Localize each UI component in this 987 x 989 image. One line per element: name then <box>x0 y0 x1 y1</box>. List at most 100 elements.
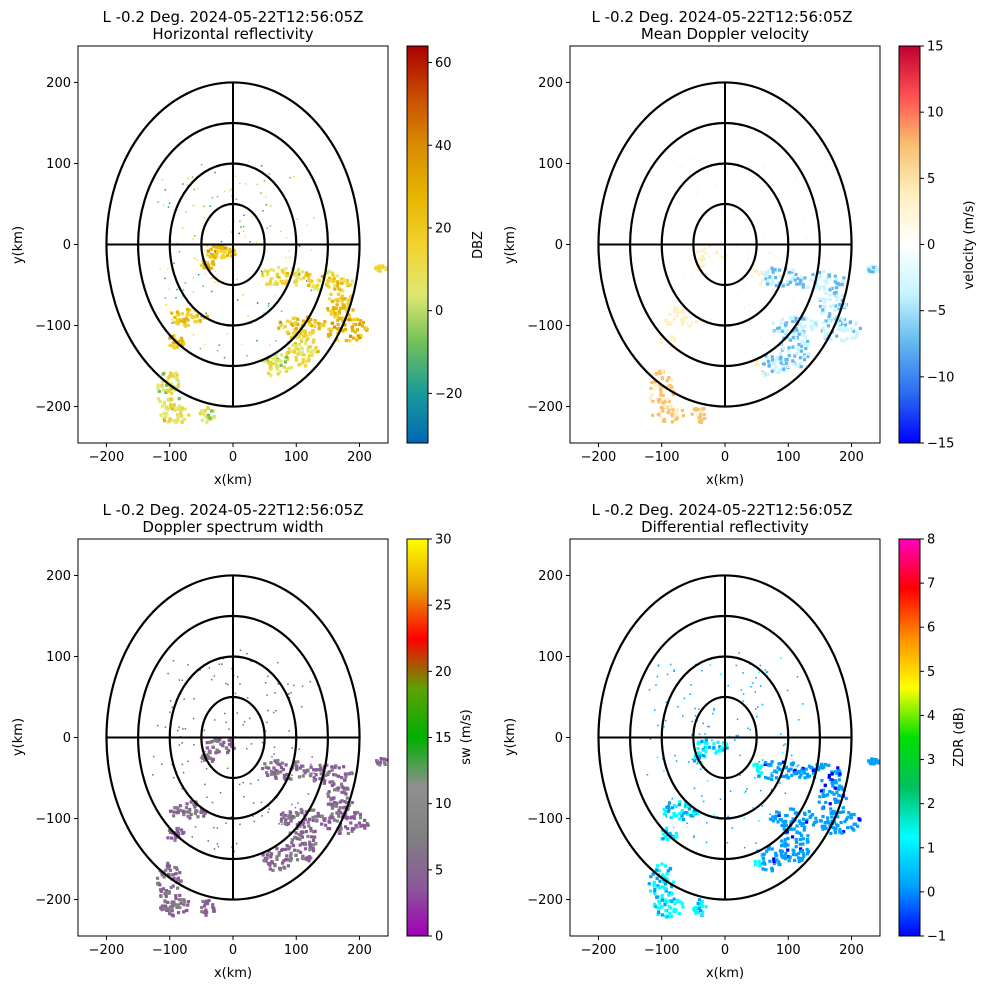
echo-cell <box>668 906 672 910</box>
echo-cell <box>824 826 828 831</box>
colorbar <box>898 45 921 444</box>
echo-cell <box>214 245 218 249</box>
echo-cell <box>656 895 660 899</box>
echo-cell <box>771 358 775 362</box>
echo-cell <box>351 328 355 333</box>
echo-cell <box>342 786 346 790</box>
echo-speck <box>301 685 304 688</box>
echo-cell <box>302 334 306 338</box>
echo-cell <box>309 345 313 349</box>
echo-speck <box>191 307 194 310</box>
echo-speck <box>703 746 706 748</box>
echo-speck <box>305 280 308 282</box>
echo-cell <box>653 890 657 894</box>
echo-cell <box>843 329 847 333</box>
echo-cell <box>833 770 837 774</box>
colorbar-tick-label: −5 <box>927 304 946 319</box>
echo-cell <box>281 270 285 274</box>
echo-cell <box>660 913 664 917</box>
echo-speck <box>243 214 245 216</box>
echo-speck <box>164 277 166 280</box>
echo-cell <box>680 901 684 906</box>
echo-cell <box>795 830 799 834</box>
echo-speck <box>208 667 211 669</box>
echo-cell <box>761 278 765 282</box>
echo-cell <box>294 326 298 331</box>
echo-cell <box>755 768 759 772</box>
echo-speck <box>193 188 195 191</box>
echo-cell <box>176 313 180 317</box>
echo-cell <box>320 274 324 278</box>
echo-cell <box>227 250 232 254</box>
y-tick-label: −100 <box>527 812 563 827</box>
echo-cell <box>346 298 350 302</box>
echo-cell <box>666 914 670 919</box>
echo-cell <box>796 346 800 350</box>
echo-speck <box>298 273 300 276</box>
echo-cell <box>772 368 776 372</box>
echo-cell <box>706 258 710 262</box>
echo-speck <box>754 777 756 779</box>
echo-cell <box>209 247 213 252</box>
echo-speck <box>702 800 705 803</box>
echo-speck <box>791 298 794 300</box>
echo-cell <box>341 316 345 320</box>
echo-cell <box>667 801 672 805</box>
echo-cell <box>870 762 874 766</box>
echo-speck <box>223 356 226 359</box>
echo-cell <box>833 779 837 783</box>
echo-cell <box>670 899 674 903</box>
echo-cell <box>693 908 697 912</box>
echo-cell <box>821 788 826 792</box>
echo-cell <box>835 790 839 795</box>
echo-cell <box>178 893 182 898</box>
echo-cell <box>775 327 780 331</box>
echo-cell <box>677 803 682 807</box>
echo-speck <box>713 709 715 712</box>
echo-speck <box>763 166 765 169</box>
echo-cell <box>775 858 779 862</box>
echo-cell <box>273 864 277 868</box>
echo-speck <box>674 754 676 757</box>
echo-cell <box>801 837 805 841</box>
echo-cell <box>716 740 720 744</box>
echo-cell <box>168 404 173 408</box>
echo-cell <box>849 825 853 829</box>
echo-speck <box>206 796 208 799</box>
echo-speck <box>192 717 195 720</box>
echo-cell <box>658 369 662 373</box>
echo-speck <box>246 354 248 357</box>
echo-cell <box>165 383 169 387</box>
echo-cell <box>837 307 841 311</box>
echo-cell <box>294 356 298 360</box>
echo-cell <box>290 816 295 820</box>
echo-cell <box>805 847 809 852</box>
echo-cell <box>792 362 796 366</box>
echo-speck <box>682 715 684 717</box>
colorbar <box>406 45 429 444</box>
echo-cell <box>799 773 803 777</box>
colorbar-tick-label: 4 <box>927 709 935 724</box>
echo-cell <box>783 330 788 334</box>
echo-cell <box>290 841 294 845</box>
x-tick-label: −100 <box>644 943 680 958</box>
echo-cell <box>330 321 334 325</box>
echo-speck <box>196 187 199 190</box>
echo-speck <box>172 776 175 779</box>
echo-speck <box>798 191 801 194</box>
echo-speck <box>661 758 664 760</box>
echo-cell <box>330 309 334 314</box>
echo-cell <box>754 762 758 766</box>
echo-cell <box>352 827 356 831</box>
echo-cell <box>697 420 701 424</box>
echo-cell <box>783 838 787 842</box>
echo-cell <box>316 287 321 292</box>
echo-cell <box>304 338 309 342</box>
echo-speck <box>192 333 195 336</box>
y-tick-label: 0 <box>555 731 563 746</box>
echo-cell <box>170 909 174 913</box>
echo-cell <box>809 766 813 770</box>
echo-speck <box>298 245 301 247</box>
echo-cell <box>684 811 688 815</box>
echo-cell <box>781 820 785 824</box>
